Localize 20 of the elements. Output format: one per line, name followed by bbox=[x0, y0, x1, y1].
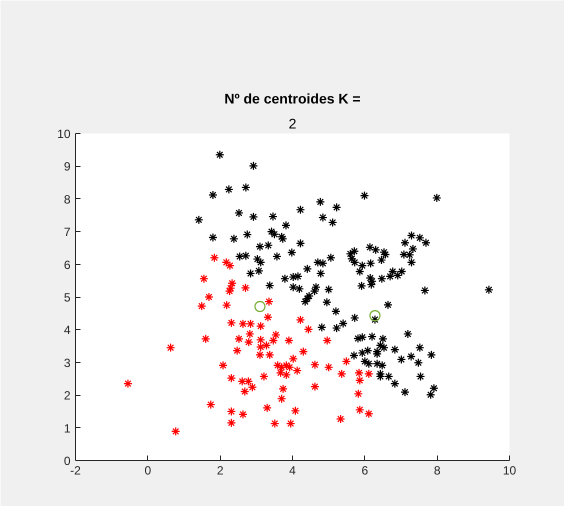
x-tick-label: -2 bbox=[70, 464, 82, 478]
x-tick-label: 6 bbox=[361, 464, 368, 478]
y-tick-label: 3 bbox=[64, 356, 71, 370]
x-tick-label: 8 bbox=[434, 464, 441, 478]
x-tick-label: 2 bbox=[216, 464, 224, 478]
y-tick-label: 7 bbox=[64, 225, 71, 240]
y-tick-label: 2 bbox=[64, 388, 71, 403]
x-tick-label: 4 bbox=[289, 464, 296, 478]
y-tick-label: 1 bbox=[64, 421, 71, 436]
y-tick-label: 8 bbox=[64, 192, 71, 206]
y-tick-label: 9 bbox=[64, 160, 71, 174]
y-tick-label: 5 bbox=[64, 290, 71, 304]
y-tick-label: 0 bbox=[64, 454, 71, 468]
x-tick-label: 10 bbox=[502, 464, 516, 478]
chart-title: Nº de centroides K = bbox=[224, 90, 361, 106]
y-tick-label: 10 bbox=[57, 127, 71, 141]
x-tick-label: 0 bbox=[144, 464, 152, 478]
y-tick-label: 4 bbox=[64, 323, 71, 338]
chart-subtitle: 2 bbox=[288, 116, 297, 132]
y-tick-label: 6 bbox=[64, 258, 71, 272]
